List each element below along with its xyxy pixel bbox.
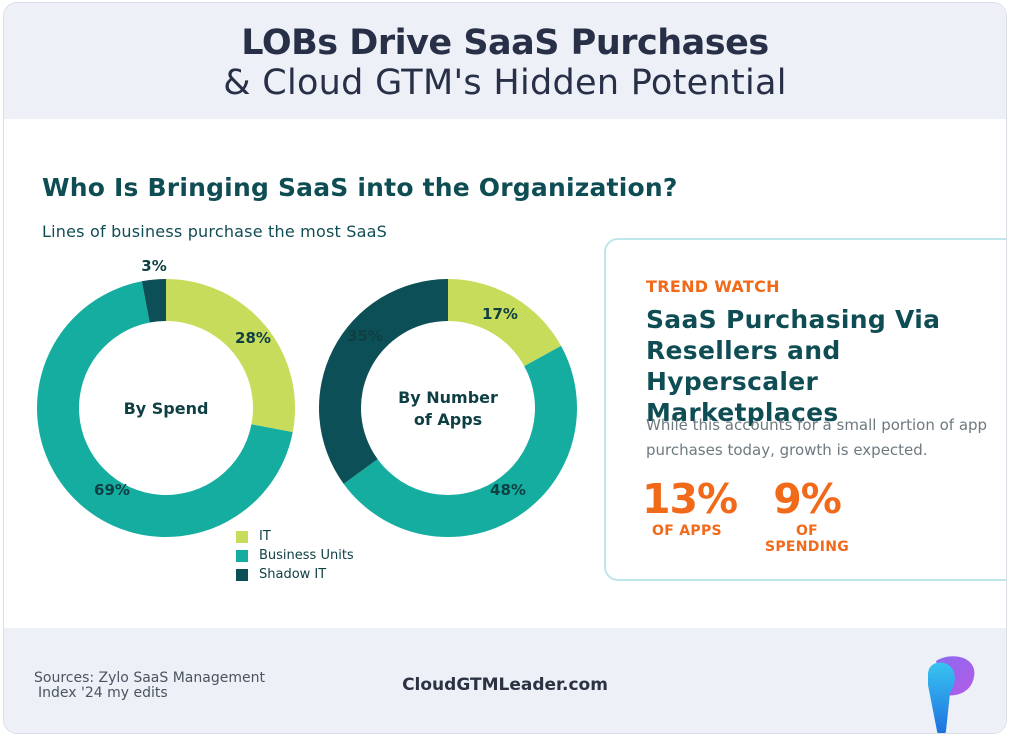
brand-logo-icon bbox=[928, 656, 975, 733]
page-subtitle: & Cloud GTM's Hidden Potential bbox=[223, 63, 787, 103]
donut-1-center-title: By Spend bbox=[124, 399, 209, 418]
donut-2-slice-it bbox=[448, 279, 562, 367]
donut-2-slice-business-units bbox=[343, 345, 578, 537]
footer-bar: Sources: Zylo SaaS Management Index '24 … bbox=[4, 628, 1006, 733]
section-subtitle: Lines of business purchase the most SaaS bbox=[42, 222, 387, 241]
donut-1-slice-shadow-it bbox=[141, 279, 166, 323]
legend-item-business-units: Business Units bbox=[236, 546, 354, 565]
legend-label-business-units: Business Units bbox=[259, 548, 354, 563]
section-title: Who Is Bringing SaaS into the Organizati… bbox=[42, 173, 678, 202]
infographic-frame: LOBs Drive SaaS Purchases & Cloud GTM's … bbox=[3, 2, 1007, 734]
trend-watch-description: While this accounts for a small portion … bbox=[646, 416, 988, 459]
donut-2-center-title: of Apps bbox=[414, 410, 482, 429]
chart-legend: IT Business Units Shadow IT bbox=[236, 527, 354, 584]
brand-link[interactable]: CloudGTMLeader.com bbox=[402, 675, 608, 695]
stat-value: 13% bbox=[642, 475, 738, 523]
donut-2-label-shadow-it: 35% bbox=[347, 327, 383, 345]
stat-of-spending: 9% OF SPENDING bbox=[752, 477, 862, 555]
donut-charts: 28% 69% 3% By Spend 17% 48% 35% By Number of App… bbox=[37, 257, 578, 537]
legend-label-shadow-it: Shadow IT bbox=[259, 567, 327, 582]
donut-2-label-business-units: 48% bbox=[490, 481, 526, 499]
legend-swatch-shadow-it bbox=[236, 568, 248, 581]
stat-value: 9% bbox=[773, 475, 842, 523]
stat-label: OF APPS bbox=[652, 523, 722, 539]
page-title: LOBs Drive SaaS Purchases bbox=[241, 23, 769, 63]
legend-label-it: IT bbox=[259, 529, 271, 544]
donut-1-slice-it bbox=[166, 279, 295, 433]
donut-1-label-it: 28% bbox=[235, 329, 271, 347]
legend-swatch-it bbox=[236, 530, 248, 543]
header-banner: LOBs Drive SaaS Purchases & Cloud GTM's … bbox=[4, 3, 1006, 119]
legend-item-shadow-it: Shadow IT bbox=[236, 565, 354, 584]
legend-swatch-business-units bbox=[236, 549, 248, 562]
sources-line: Index '24 my edits bbox=[38, 685, 168, 701]
trend-watch-card: TREND WATCH SaaS Purchasing Via Reseller… bbox=[604, 238, 1006, 581]
donut-2-center-title: By Number bbox=[398, 388, 498, 407]
sources-line: Sources: Zylo SaaS Management bbox=[34, 670, 265, 686]
donut-1-label-business-units: 69% bbox=[94, 481, 130, 499]
trend-watch-title: SaaS Purchasing Via Resellers and Hypers… bbox=[646, 305, 941, 427]
stat-of-apps: 13% OF APPS bbox=[642, 475, 738, 539]
stat-label: OF SPENDING bbox=[764, 523, 850, 555]
donut-1-slice-business-units bbox=[37, 281, 293, 537]
legend-item-it: IT bbox=[236, 527, 354, 546]
donut-2-label-it: 17% bbox=[482, 305, 518, 323]
donut-1-label-shadow-it: 3% bbox=[141, 257, 166, 275]
sources-note: Sources: Zylo SaaS Management Index '24 … bbox=[34, 671, 265, 701]
trend-watch-eyebrow: TREND WATCH bbox=[646, 277, 780, 296]
donut-2-slice-shadow-it bbox=[319, 279, 448, 484]
